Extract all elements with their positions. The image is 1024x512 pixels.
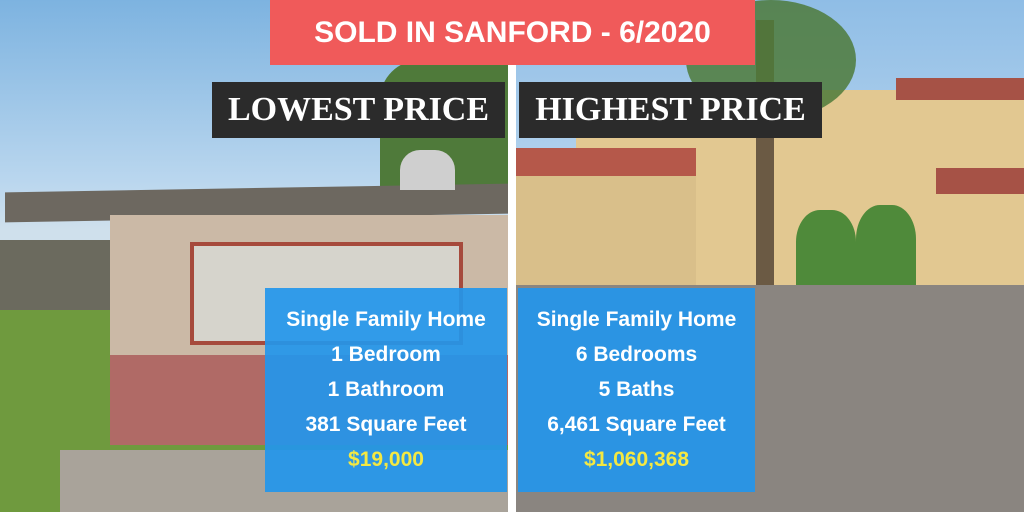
- detail: 381 Square Feet: [305, 413, 467, 436]
- detail: 6 Bedrooms: [575, 343, 698, 366]
- price: $19,000: [348, 448, 424, 471]
- left-info: Single Family Home 1 Bedroom 1 Bathroom …: [265, 288, 507, 492]
- right-label: HIGHEST PRICE: [519, 82, 822, 138]
- detail: Single Family Home: [536, 308, 737, 331]
- right-info: Single Family Home 6 Bedrooms 5 Baths 6,…: [518, 288, 755, 492]
- title-banner: SOLD IN SANFORD - 6/2020: [270, 0, 755, 65]
- detail: 1 Bathroom: [327, 378, 445, 401]
- left-label: LOWEST PRICE: [212, 82, 505, 138]
- divider: [508, 0, 516, 512]
- detail: 5 Baths: [598, 378, 675, 401]
- price: $1,060,368: [583, 448, 690, 471]
- detail: Single Family Home: [286, 308, 486, 331]
- detail: 6,461 Square Feet: [547, 413, 726, 436]
- detail: 1 Bedroom: [331, 343, 441, 366]
